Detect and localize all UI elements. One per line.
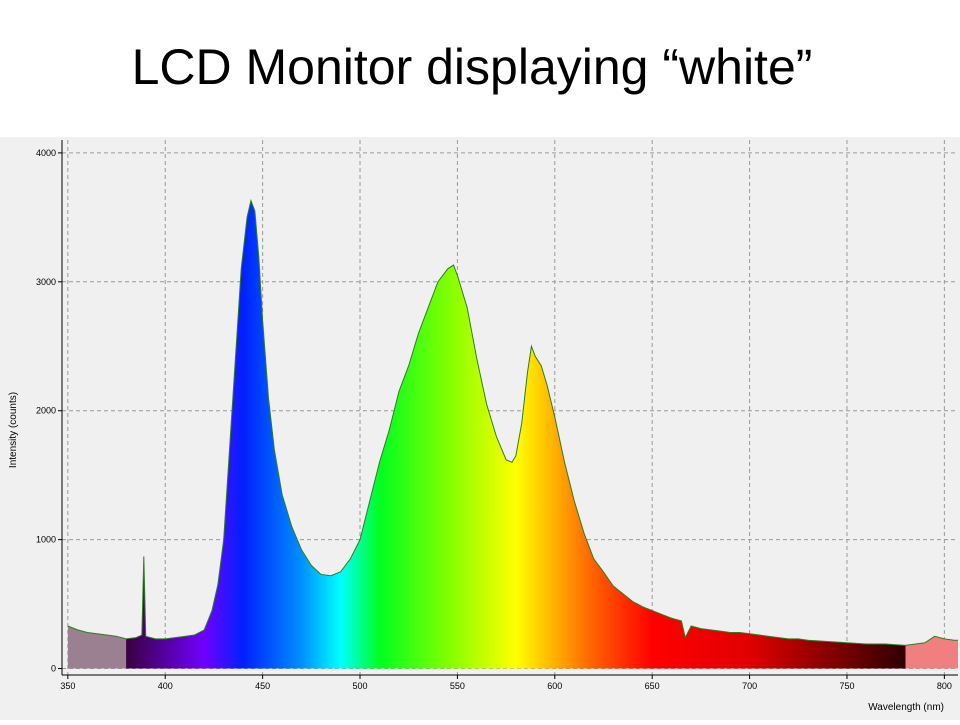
- y-tick-label: 3000: [36, 277, 56, 287]
- x-tick-label: 400: [158, 681, 173, 691]
- y-tick-label: 1000: [36, 535, 56, 545]
- x-tick-label: 500: [353, 681, 368, 691]
- y-tick-label: 2000: [36, 406, 56, 416]
- x-axis-label: Wavelength (nm): [868, 702, 944, 713]
- spectrum-area: [67, 200, 958, 669]
- spectrum-line: [67, 198, 958, 646]
- y-axis-label: Intensity (counts): [8, 392, 19, 468]
- y-tick-label: 0: [51, 664, 56, 674]
- x-tick-label: 350: [60, 681, 75, 691]
- x-tick-label: 700: [742, 681, 757, 691]
- x-tick-label: 550: [450, 681, 465, 691]
- y-tick-label: 4000: [36, 148, 56, 158]
- x-tick-label: 450: [255, 681, 270, 691]
- x-tick-label: 750: [839, 681, 854, 691]
- x-tick-label: 650: [645, 681, 660, 691]
- x-tick-label: 600: [547, 681, 562, 691]
- x-tick-label: 800: [937, 681, 952, 691]
- chart-title: LCD Monitor displaying “white”: [132, 39, 813, 95]
